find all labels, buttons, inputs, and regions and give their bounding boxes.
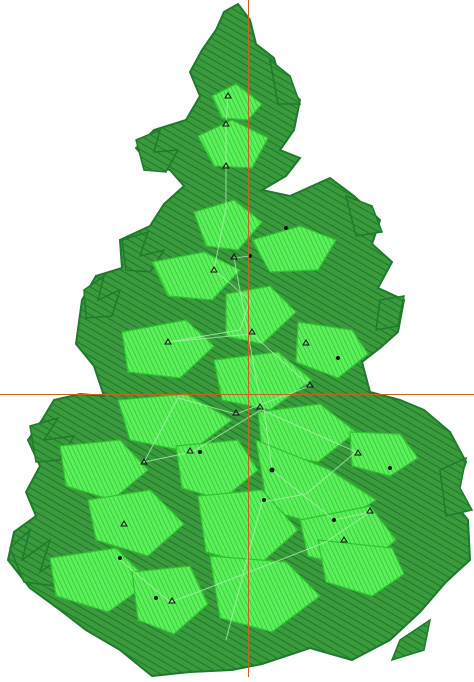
marker-dot	[284, 226, 288, 230]
light-branch-right-2	[295, 321, 369, 379]
light-branch-right-6	[317, 539, 405, 597]
stitch-markers	[118, 92, 392, 604]
marker-dot	[332, 518, 336, 522]
marker	[302, 339, 310, 346]
marker	[186, 447, 194, 454]
light-branch-mid-left	[151, 251, 241, 301]
light-branch-top	[211, 83, 263, 121]
marker	[140, 458, 148, 465]
marker	[210, 266, 218, 273]
marker-dot	[154, 596, 158, 600]
marker	[256, 403, 264, 410]
marker	[224, 92, 232, 99]
marker-dot	[198, 450, 202, 454]
light-branch-mid-right	[251, 225, 337, 273]
light-branch-left-6	[131, 565, 209, 635]
marker	[222, 120, 230, 127]
light-branch-center-6	[209, 555, 321, 633]
marker	[232, 409, 240, 416]
dark-branch-tufts-left	[9, 128, 180, 587]
marker	[222, 162, 230, 169]
marker-dot	[269, 467, 275, 473]
stitch-paths	[119, 95, 371, 641]
marker	[120, 520, 128, 527]
dark-branch-tufts-right	[268, 58, 474, 662]
marker	[306, 381, 314, 388]
marker	[168, 597, 176, 604]
marker-dot	[118, 556, 122, 560]
marker-dot	[336, 356, 340, 360]
marker	[230, 253, 238, 260]
light-branch-left-2	[121, 319, 215, 379]
marker	[354, 449, 362, 456]
light-layer	[49, 83, 419, 635]
light-branch-left-5	[87, 489, 185, 557]
marker	[340, 536, 348, 543]
light-branch-far-right-3	[349, 431, 419, 477]
marker-dot	[388, 466, 392, 470]
light-branch-far-left-4	[59, 439, 149, 501]
light-branch-center-4	[175, 439, 259, 501]
marker	[248, 328, 256, 335]
light-branch-center	[225, 285, 297, 345]
marker-dot	[262, 498, 266, 502]
light-branch-mid-1	[193, 199, 263, 251]
marker	[366, 507, 374, 514]
marker	[164, 338, 172, 345]
